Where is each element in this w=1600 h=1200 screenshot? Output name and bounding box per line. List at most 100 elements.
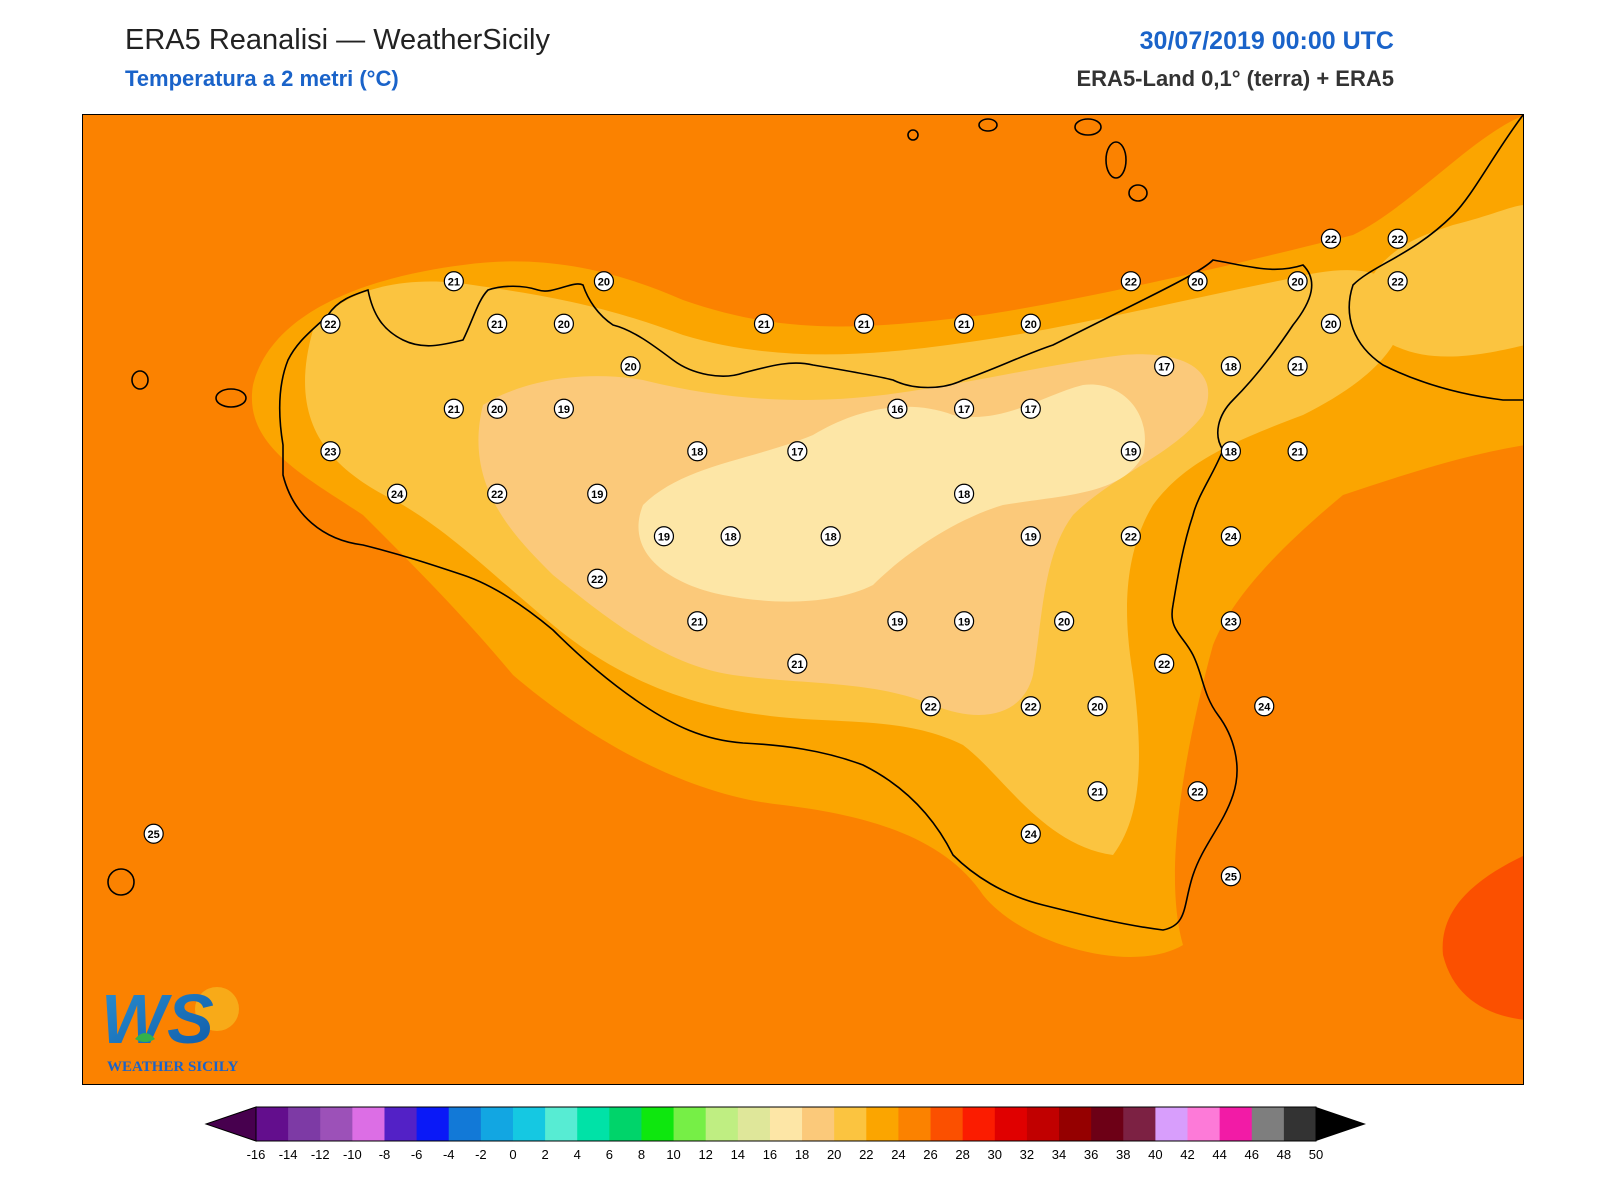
station-value: 22: [491, 489, 503, 501]
station-marker: 19: [1020, 526, 1041, 547]
station-circle: [1120, 526, 1141, 547]
station-value: 21: [1091, 786, 1103, 798]
temperature-map: 21 20 22 21 20 20 21 21 21 20 22 20 20 22 22 22 20 21 20 19…: [83, 115, 1523, 1084]
colorbar-tick-label: 16: [763, 1147, 777, 1162]
colorbar-cell: [866, 1107, 899, 1141]
colorbar-tick-label: -16: [247, 1147, 266, 1162]
station-marker: 22: [1387, 271, 1408, 292]
colorbar-cell: [962, 1107, 996, 1141]
station-circle: [320, 441, 341, 462]
colorbar-cell: [480, 1107, 514, 1141]
temperature-band-3: [638, 384, 1145, 602]
station-marker: 22: [587, 568, 608, 589]
station-marker: 20: [593, 271, 615, 292]
station-value: 17: [1158, 361, 1170, 373]
station-marker: 21: [487, 313, 508, 334]
colorbar-tick-label: 50: [1309, 1147, 1323, 1162]
station-circle: [853, 313, 875, 334]
colorbar-cell: [834, 1107, 867, 1141]
station-marker: 25: [143, 823, 164, 844]
station-value: 21: [691, 616, 703, 628]
station-value: 21: [758, 319, 770, 331]
station-value: 24: [391, 489, 404, 501]
colorbar-tick-label: 22: [859, 1147, 873, 1162]
island-outline-7: [107, 868, 135, 896]
station-value: 22: [1125, 531, 1137, 543]
station-circle: [1120, 271, 1141, 292]
station-circle: [1287, 271, 1308, 292]
station-marker: 23: [1220, 611, 1241, 632]
station-marker: 20: [1054, 611, 1075, 632]
colorbar-cell: [1123, 1107, 1156, 1141]
coastline-segment-1: [1348, 115, 1523, 401]
station-circle: [953, 398, 975, 419]
station-value: 19: [958, 616, 970, 628]
data-source: ERA5-Land 0,1° (terra) + ERA5: [1076, 66, 1395, 91]
station-circle: [143, 823, 164, 844]
station-circle: [887, 611, 908, 632]
station-value: 22: [324, 319, 336, 331]
station-marker: 19: [653, 526, 675, 547]
temperature-colorbar: -16 -14 -12 -10 -8 -6 -4 -2 0 2 4 6 8 10 12 14 16 18 20 22 2…: [204, 1106, 1366, 1162]
station-value: 22: [591, 574, 603, 586]
station-marker: 24: [1220, 526, 1241, 547]
colorbar-tick-label: -8: [379, 1147, 391, 1162]
station-circle: [687, 611, 708, 632]
station-value: 20: [1091, 701, 1103, 713]
colorbar-cell: [352, 1107, 385, 1141]
colorbar-tick-label: 42: [1180, 1147, 1194, 1162]
station-value: 20: [624, 361, 636, 373]
station-value: 20: [598, 276, 610, 288]
colorbar-cell: [256, 1107, 289, 1141]
station-marker: 19: [587, 483, 608, 504]
station-marker: 19: [953, 611, 975, 632]
station-value: 24: [1225, 531, 1238, 543]
station-marker: 20: [1187, 271, 1208, 292]
colorbar-tick-label: 4: [574, 1147, 581, 1162]
colorbar-tick-label: -2: [475, 1147, 487, 1162]
station-value: 22: [1158, 659, 1170, 671]
station-marker: 17: [953, 398, 975, 419]
station-value: 20: [1325, 319, 1337, 331]
colorbar-cell: [1091, 1107, 1124, 1141]
map-subtitle: Temperatura a 2 metri (°C): [125, 66, 399, 91]
colorbar-cell: [512, 1107, 546, 1141]
colorbar-tick-label: -12: [311, 1147, 330, 1162]
colorbar-cell: [994, 1107, 1028, 1141]
station-value: 21: [1291, 361, 1303, 373]
station-value: 19: [1125, 446, 1137, 458]
colorbar-tick-label: 34: [1052, 1147, 1066, 1162]
station-marker: 19: [553, 398, 574, 419]
colorbar-tick-label: 10: [666, 1147, 680, 1162]
station-value: 21: [448, 276, 460, 288]
station-circle: [1387, 228, 1408, 249]
station-marker: 21: [753, 313, 775, 334]
station-circle: [443, 271, 464, 292]
station-marker: 22: [1187, 781, 1208, 802]
station-circle: [1154, 356, 1175, 377]
colorbar-cell: [1155, 1107, 1189, 1141]
station-value: 21: [491, 319, 503, 331]
colorbar-tick-label: 46: [1245, 1147, 1259, 1162]
station-circle: [787, 653, 808, 674]
coastline: [107, 115, 1523, 931]
station-marker: 18: [953, 483, 975, 504]
colorbar-tick-label: 14: [731, 1147, 745, 1162]
station-value: 19: [891, 616, 903, 628]
station-value: 22: [1325, 234, 1337, 246]
station-marker: 22: [920, 696, 941, 717]
station-marker: 20: [1287, 271, 1308, 292]
station-circle: [587, 483, 608, 504]
station-value: 19: [591, 489, 603, 501]
station-circle: [687, 441, 708, 462]
station-marker: 21: [443, 271, 464, 292]
station-circle: [1020, 696, 1041, 717]
colorbar-tick-label: 12: [698, 1147, 712, 1162]
station-circle: [1154, 653, 1175, 674]
station-circle: [953, 313, 975, 334]
colorbar-cell: [320, 1107, 353, 1141]
station-value: 18: [958, 489, 970, 501]
station-circle: [1020, 398, 1041, 419]
colorbar-tick-label: 6: [606, 1147, 613, 1162]
station-value: 24: [1025, 829, 1038, 841]
